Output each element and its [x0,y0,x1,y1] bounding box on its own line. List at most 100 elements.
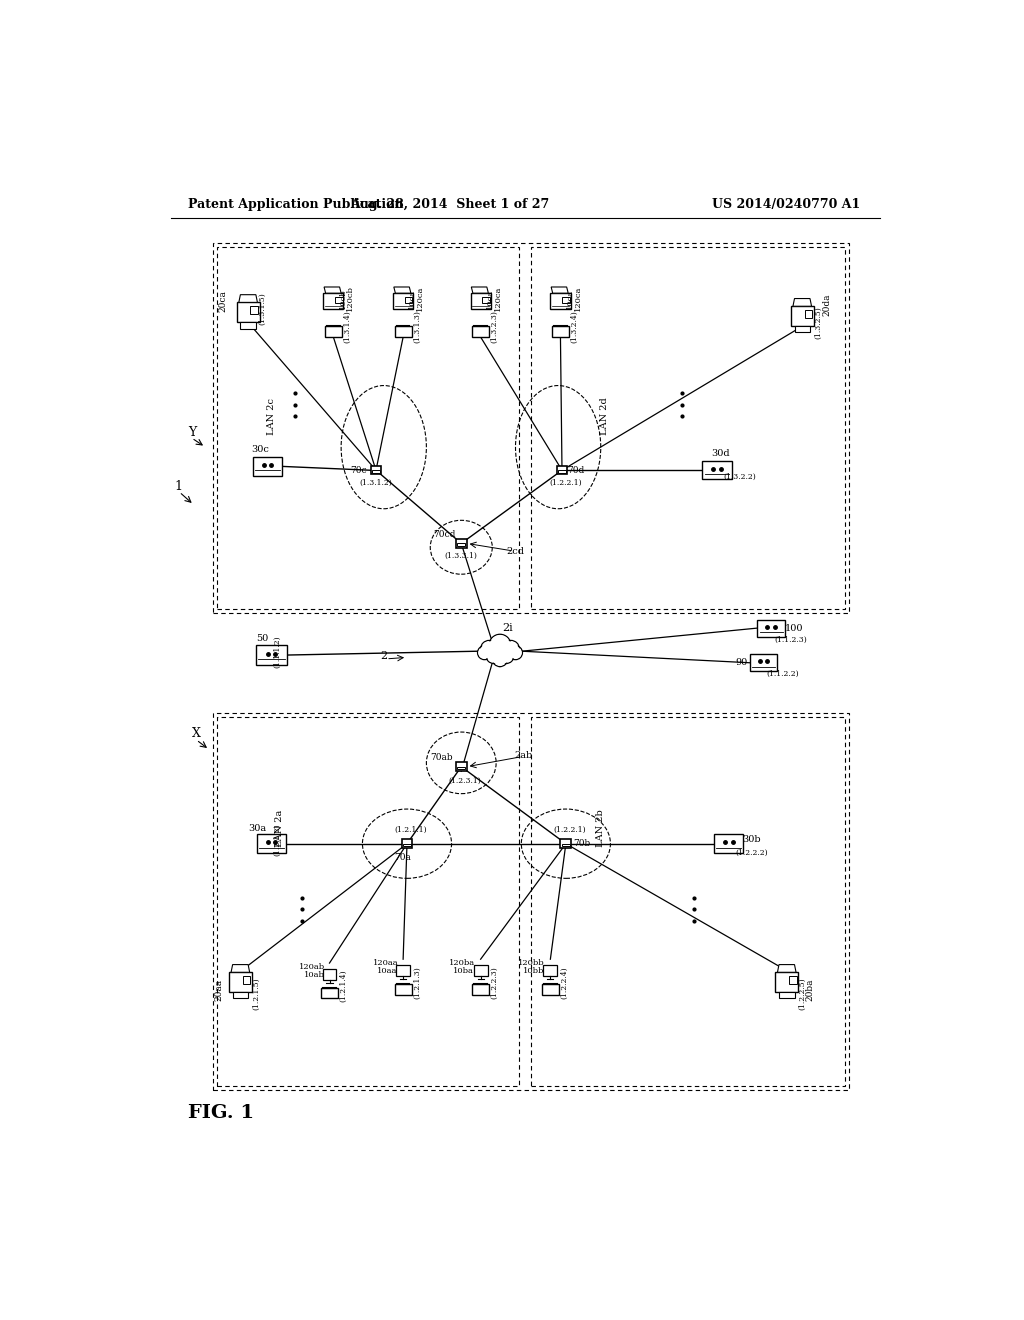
Text: (1.2.1.4): (1.2.1.4) [339,970,347,1002]
Bar [335,297,343,304]
Circle shape [486,648,502,664]
Bar [404,297,413,304]
Bar [562,297,569,304]
Text: (1.3.3.1): (1.3.3.1) [444,552,477,560]
Bar [321,987,338,998]
Text: Patent Application Publication: Patent Application Publication [188,198,403,211]
Text: 20ca: 20ca [219,290,227,312]
Text: 30a: 30a [249,824,266,833]
Text: (1.2.1.2): (1.2.1.2) [273,824,282,857]
Text: 20aa: 20aa [214,979,223,1001]
Text: 10ab: 10ab [303,970,325,978]
Circle shape [503,642,518,656]
Text: 1: 1 [174,479,182,492]
Bar [795,326,810,333]
Text: 10ca: 10ca [486,289,494,309]
Text: LAN 2c: LAN 2c [267,397,275,434]
Bar [562,843,569,846]
Bar [458,544,465,546]
Bar [560,840,571,847]
Bar [237,302,260,322]
Text: 70d: 70d [567,466,585,475]
Bar [253,457,283,475]
Text: (1.3.1.5): (1.3.1.5) [258,292,266,325]
Circle shape [510,647,521,659]
Circle shape [509,645,522,660]
Text: 2: 2 [380,651,387,661]
Text: (1.3.2.2): (1.3.2.2) [724,473,757,480]
Bar [228,973,252,993]
Bar [544,965,557,977]
Bar [394,983,412,995]
Text: Aug. 28, 2014  Sheet 1 of 27: Aug. 28, 2014 Sheet 1 of 27 [350,198,549,211]
Circle shape [493,651,508,667]
Polygon shape [471,286,488,293]
Bar [472,326,489,337]
Circle shape [499,648,514,664]
Bar [213,713,849,1090]
Text: 2ab: 2ab [514,751,532,759]
Bar [779,993,795,998]
Polygon shape [777,965,796,973]
Text: (1.2.1.1): (1.2.1.1) [394,826,427,834]
Text: (1.2.2.3): (1.2.2.3) [490,966,499,999]
Text: (1.2.2.1): (1.2.2.1) [553,826,586,834]
Text: 20ba: 20ba [806,978,814,1002]
Text: 120ca: 120ca [573,286,582,312]
Text: LAN 2a: LAN 2a [274,809,284,847]
Bar [393,293,414,309]
Text: 2i: 2i [503,623,513,634]
Text: 50: 50 [256,634,268,643]
Bar [482,297,489,304]
Bar [474,965,487,977]
Bar [702,461,732,479]
Bar [217,717,519,1086]
Text: 90: 90 [735,659,748,667]
Text: (1.3.1.3): (1.3.1.3) [413,310,421,343]
Text: 10cb: 10cb [339,288,347,309]
Text: (1.1.2.2): (1.1.2.2) [767,671,799,678]
Text: 10ba: 10ba [454,966,474,974]
Circle shape [481,642,497,656]
Bar [403,843,411,846]
Bar [790,977,797,983]
Bar [401,840,413,847]
Bar [456,763,467,771]
Text: 70a: 70a [394,853,412,862]
Bar [558,470,566,473]
Bar [241,322,256,329]
Bar [243,977,251,983]
Bar [542,983,559,995]
Text: (1.3.1.4): (1.3.1.4) [343,310,351,343]
Bar [257,834,286,853]
Bar [775,973,799,993]
Text: (1.3.2.5): (1.3.2.5) [814,306,821,339]
Text: 10ca: 10ca [565,289,573,309]
Polygon shape [324,286,341,293]
Bar [372,470,380,473]
Text: 100: 100 [785,623,804,632]
Bar [552,326,569,337]
Text: (1.3.1.2): (1.3.1.2) [359,479,392,487]
Bar [758,619,785,636]
Text: 20da: 20da [822,293,831,315]
Text: (1.1.1.2): (1.1.1.2) [273,636,282,668]
Text: 2cd: 2cd [507,546,524,556]
Circle shape [490,635,510,655]
Text: (1.3.2.3): (1.3.2.3) [490,310,499,343]
Text: (1.2.2.5): (1.2.2.5) [799,978,806,1010]
Text: (1.3.2.4): (1.3.2.4) [570,310,579,343]
Circle shape [487,649,501,663]
Text: X: X [191,727,201,741]
Circle shape [477,645,492,660]
Text: FIG. 1: FIG. 1 [188,1105,255,1122]
Bar [232,993,248,998]
Text: 120ba: 120ba [449,960,475,968]
Text: 70ab: 70ab [430,752,454,762]
Bar [750,655,777,671]
Bar [557,466,567,474]
Bar [251,306,258,314]
Circle shape [494,652,507,665]
Bar [714,834,743,853]
Text: 120ab: 120ab [299,962,326,972]
